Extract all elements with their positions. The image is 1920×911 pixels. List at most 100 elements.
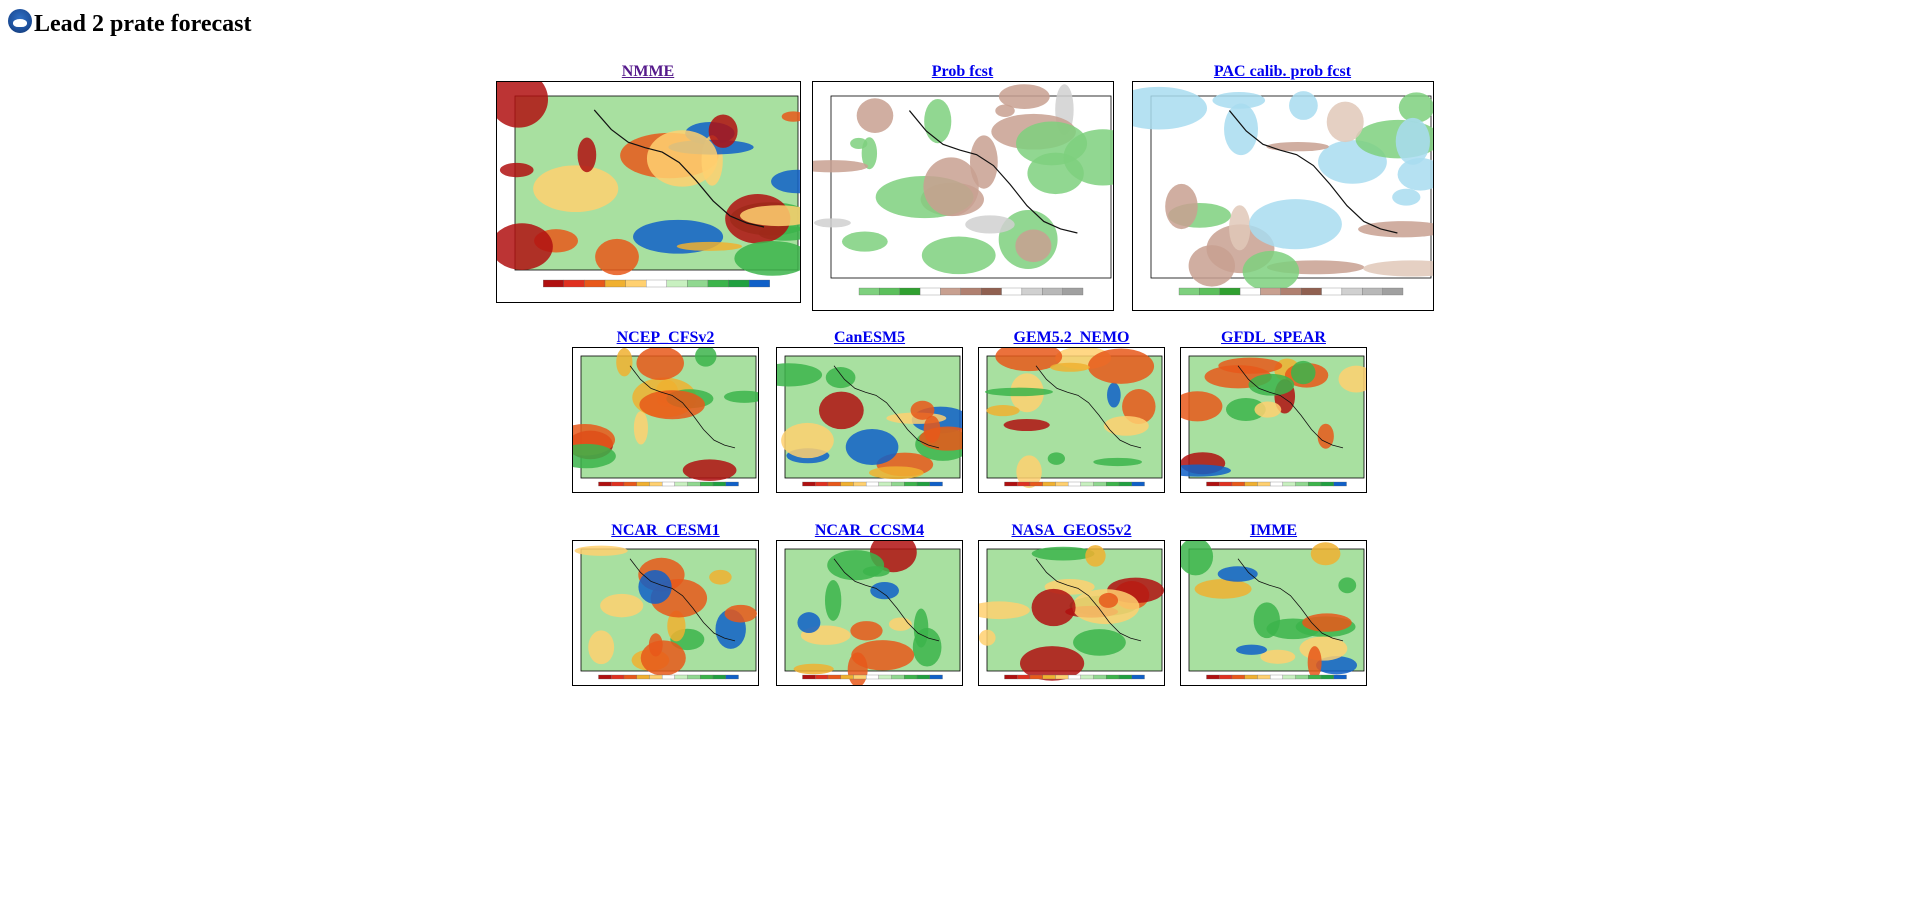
map-legend <box>1004 481 1145 487</box>
map-contour-blob <box>1254 401 1282 418</box>
map-contour-blob <box>616 348 633 377</box>
coastline <box>833 365 940 449</box>
legend-swatch <box>815 674 829 680</box>
map-canesm5[interactable] <box>776 347 963 493</box>
map-cell-nmme: NMME <box>492 63 804 303</box>
map-contour-blob <box>1397 158 1433 191</box>
map-contour-blob <box>985 387 1053 397</box>
map-contour-blob <box>1016 455 1042 489</box>
link-pac-prob-fcst[interactable]: PAC calib. prob fcst <box>1213 63 1352 80</box>
legend-swatch <box>1280 287 1301 296</box>
link-imme[interactable]: IMME <box>1249 522 1298 539</box>
map-contour-blob <box>797 612 821 633</box>
map-pac-prob-fcst[interactable] <box>1131 81 1434 311</box>
map-contour-blob <box>1338 577 1357 594</box>
legend-swatch <box>1219 287 1240 296</box>
map-legend <box>858 287 1083 296</box>
map-contour-blob <box>923 415 941 444</box>
link-nmme[interactable]: NMME <box>621 63 675 80</box>
map-nmme[interactable] <box>495 81 801 303</box>
legend-swatch <box>960 287 981 296</box>
legend-swatch <box>1042 674 1056 680</box>
map-legend <box>542 279 770 288</box>
coastline <box>1228 110 1398 234</box>
legend-swatch <box>598 674 612 680</box>
legend-swatch <box>604 279 626 288</box>
map-contour-blob <box>986 405 1020 417</box>
map-nasa-geos5v2[interactable] <box>978 540 1165 686</box>
legend-swatch <box>712 481 726 487</box>
map-contour-blob <box>499 162 534 178</box>
map-cell-imme: IMME <box>1176 522 1371 686</box>
legend-swatch <box>1295 674 1309 680</box>
map-plot <box>812 84 1113 279</box>
link-ncep-cfsv2[interactable]: NCEP_CFSv2 <box>616 329 715 346</box>
map-ncar-ccsm4[interactable] <box>776 540 963 686</box>
map-contour-blob <box>1132 86 1207 130</box>
map-contour-blob <box>781 422 834 459</box>
map-gfdl-spear[interactable] <box>1180 347 1367 493</box>
map-contour-blob <box>851 640 915 671</box>
legend-swatch <box>1282 481 1296 487</box>
legend-swatch <box>1381 287 1403 296</box>
link-canesm5[interactable]: CanESM5 <box>833 329 906 346</box>
map-contour-blob <box>1087 348 1155 384</box>
legend-swatch <box>1295 481 1309 487</box>
legend-swatch <box>840 674 854 680</box>
legend-swatch <box>1219 481 1233 487</box>
map-contour-blob <box>573 443 616 469</box>
map-contour-blob <box>636 348 684 380</box>
map-imme[interactable] <box>1180 540 1367 686</box>
legend-swatch <box>700 674 714 680</box>
legend-swatch <box>636 674 650 680</box>
legend-swatch <box>1004 674 1018 680</box>
link-prob-fcst[interactable]: Prob fcst <box>931 63 994 80</box>
map-ncep-cfsv2[interactable] <box>572 347 759 493</box>
legend-swatch <box>649 481 663 487</box>
link-ncar-ccsm4[interactable]: NCAR_CCSM4 <box>814 522 925 539</box>
legend-swatch <box>1118 674 1132 680</box>
link-gfdl-spear[interactable]: GFDL_SPEAR <box>1221 329 1326 346</box>
legend-swatch <box>1308 481 1322 487</box>
legend-swatch <box>891 674 905 680</box>
legend-swatch <box>899 287 920 296</box>
map-contour-blob <box>1217 566 1258 582</box>
link-ncar-cesm1[interactable]: NCAR_CESM1 <box>611 522 720 539</box>
legend-swatch <box>1061 287 1083 296</box>
map-contour-blob <box>733 240 800 276</box>
map-contour-blob <box>1288 91 1318 120</box>
legend-swatch <box>1269 481 1284 487</box>
map-contour-blob <box>994 104 1015 118</box>
map-contour-blob <box>638 569 672 604</box>
map-contour-blob <box>1242 250 1299 292</box>
legend-swatch <box>1341 287 1362 296</box>
map-contour-blob <box>1290 360 1316 385</box>
map-contour-blob <box>995 348 1063 372</box>
coastline <box>1237 558 1344 642</box>
map-prob-fcst[interactable] <box>811 81 1114 311</box>
map-contour-blob <box>1122 389 1156 425</box>
legend-swatch <box>1131 481 1145 487</box>
legend-swatch <box>916 481 930 487</box>
legend-swatch <box>1029 674 1043 680</box>
map-gem52-nemo[interactable] <box>978 347 1165 493</box>
map-contour-blob <box>1248 373 1295 396</box>
legend-swatch <box>929 481 943 487</box>
map-contour-blob <box>1062 129 1113 186</box>
link-nasa-geos5v2[interactable]: NASA_GEOS5v2 <box>1011 522 1132 539</box>
legend-swatch <box>904 674 918 680</box>
map-contour-blob <box>695 348 717 367</box>
link-gem52-nemo[interactable]: GEM5.2_NEMO <box>1013 329 1130 346</box>
page-header: Lead 2 prate forecast <box>8 8 252 40</box>
map-contour-blob <box>1357 221 1433 238</box>
map-contour-blob <box>1031 588 1076 627</box>
legend-swatch <box>1106 481 1120 487</box>
legend-swatch <box>1206 481 1220 487</box>
map-contour-blob <box>888 617 912 631</box>
map-legend <box>1004 674 1145 680</box>
legend-swatch <box>1067 481 1082 487</box>
legend-swatch <box>707 279 729 288</box>
legend-swatch <box>1093 481 1107 487</box>
map-ncar-cesm1[interactable] <box>572 540 759 686</box>
page-title: Lead 2 prate forecast <box>34 11 252 37</box>
